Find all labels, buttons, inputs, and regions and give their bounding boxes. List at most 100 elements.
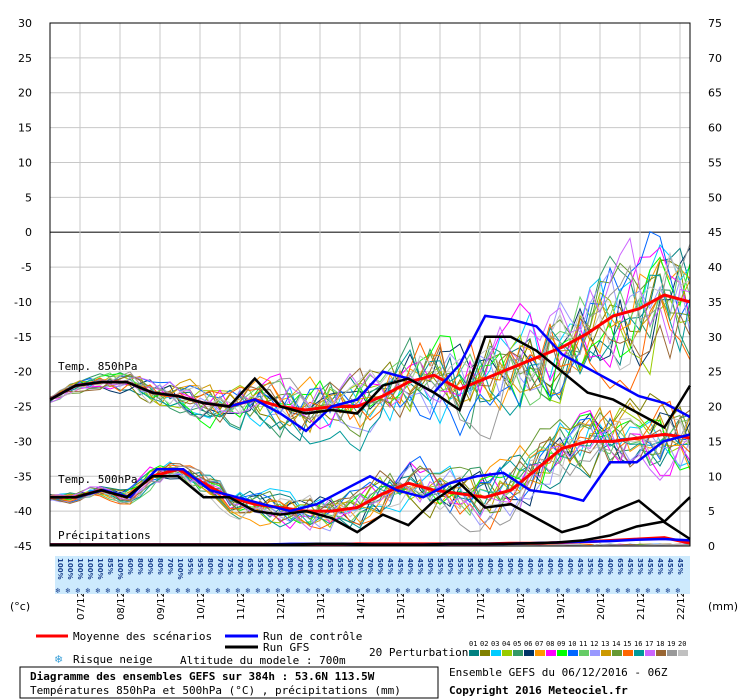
snowflake-glyph: ❄ (145, 587, 151, 595)
y-tick-left: 5 (25, 191, 32, 204)
snowflake-glyph: ❄ (425, 587, 431, 595)
snow-risk-value: 70% (216, 558, 224, 575)
y-tick-right: 35 (708, 296, 722, 309)
y-tick-right: 75 (708, 17, 722, 30)
snow-risk-value: 80% (156, 558, 164, 575)
legend-label-mean: Moyenne des scénarios (73, 630, 212, 643)
x-tick-label: 15/12 (396, 591, 407, 620)
snowflake-glyph: ❄ (375, 587, 381, 595)
y-tick-right: 55 (708, 156, 722, 169)
snowflake-glyph: ❄ (55, 587, 61, 595)
snowflake-glyph: ❄ (515, 587, 521, 595)
y-tick-right: 45 (708, 226, 722, 239)
snow-risk-strip: 100%❄100%❄100%❄100%❄100%❄85%❄100%❄60%❄80… (55, 556, 690, 595)
snow-risk-value: 40% (546, 558, 554, 575)
series-2-t850 (49, 335, 692, 430)
y-tick-right: 60 (708, 122, 722, 135)
y-tick-left: 15 (18, 122, 32, 135)
y-tick-right: 0 (708, 540, 715, 553)
snowflake-glyph: ❄ (355, 587, 361, 595)
x-tick-label: 20/12 (596, 591, 607, 620)
snow-risk-value: 70% (356, 558, 364, 575)
x-tick-label: 10/12 (196, 591, 207, 620)
snowflake-glyph: ❄ (395, 587, 401, 595)
y-tick-left: -40 (14, 505, 32, 518)
series-1-t500 (50, 433, 691, 513)
x-tick-label: 07/12 (76, 591, 87, 620)
perturbation-swatch (667, 650, 677, 656)
snowflake-glyph: ❄ (165, 587, 171, 595)
y-tick-right: 65 (708, 87, 722, 100)
x-tick-label: 13/12 (316, 591, 327, 620)
y-tick-left: -20 (14, 366, 32, 379)
snow-risk-value: 45% (666, 558, 674, 575)
perturbation-id: 05 (513, 640, 521, 648)
legend-label-control: Run de contrôle (263, 630, 362, 643)
legend: Moyenne des scénarios Run de contrôle Ru… (36, 630, 688, 667)
snow-risk-value: 50% (376, 558, 384, 575)
series-2-t500 (50, 475, 691, 534)
y-tick-left: 20 (18, 87, 32, 100)
snow-risk-value: 75% (226, 558, 234, 575)
snowflake-glyph: ❄ (435, 587, 441, 595)
y-tick-left: -30 (14, 435, 32, 448)
snowflake-glyph: ❄ (575, 587, 581, 595)
snowflake-glyph: ❄ (675, 587, 681, 595)
footer-subtitle: Températures 850hPa et 500hPa (°C) , pré… (30, 684, 401, 697)
snowflake-glyph: ❄ (625, 587, 631, 595)
perturbation-swatch (590, 650, 600, 656)
perturbation-id: 19 (667, 640, 675, 648)
snowflake-glyph: ❄ (175, 587, 181, 595)
y-tick-right: 50 (708, 191, 722, 204)
snowflake-glyph: ❄ (245, 587, 251, 595)
snowflake-glyph: ❄ (95, 587, 101, 595)
snowflake-glyph: ❄ (75, 587, 81, 595)
perturbation-id: 03 (491, 640, 499, 648)
snow-risk-value: 45% (416, 558, 424, 575)
perturbation-id: 14 (612, 640, 620, 648)
y-tick-right: 10 (708, 470, 722, 483)
snow-risk-value: 70% (296, 558, 304, 575)
snow-risk-value: 40% (606, 558, 614, 575)
snowflake-glyph: ❄ (345, 587, 351, 595)
x-tick-label: 11/12 (236, 591, 247, 620)
perturbation-17-t850 (49, 237, 691, 414)
snowflake-glyph: ❄ (185, 587, 191, 595)
snowflake-glyph: ❄ (385, 587, 391, 595)
snow-risk-value: 100% (86, 558, 94, 580)
snow-risk-value: 50% (266, 558, 274, 575)
snow-risk-value: 85% (106, 558, 114, 575)
perturbation-swatch (579, 650, 589, 656)
snowflake-glyph: ❄ (545, 587, 551, 595)
perturbation-id: 18 (656, 640, 664, 648)
perturbation-id: 02 (480, 640, 488, 648)
snow-risk-value: 50% (506, 558, 514, 575)
left-unit-label: (°c) (10, 600, 30, 613)
y-tick-left: -15 (14, 331, 32, 344)
snow-risk-value: 100% (176, 558, 184, 580)
y-tick-right: 40 (708, 261, 722, 274)
perturbation-swatch (623, 650, 633, 656)
perturbation-19-t500 (49, 413, 691, 533)
x-tick-label: 16/12 (436, 591, 447, 620)
y-tick-left: -5 (21, 261, 32, 274)
snow-risk-value: 40% (486, 558, 494, 575)
snowflake-glyph: ❄ (325, 587, 331, 595)
y-tick-left: 0 (25, 226, 32, 239)
snowflake-glyph: ❄ (615, 587, 621, 595)
snowflake-glyph: ❄ (105, 587, 111, 595)
snowflake-glyph: ❄ (205, 587, 211, 595)
footer-title: Diagramme des ensembles GEFS sur 384h : … (30, 670, 375, 683)
x-tick-label: 14/12 (356, 591, 367, 620)
snowflake-glyph: ❄ (475, 587, 481, 595)
snowflake-glyph: ❄ (315, 587, 321, 595)
y-tick-right: 30 (708, 331, 722, 344)
snowflake-glyph: ❄ (65, 587, 71, 595)
y-tick-right: 70 (708, 52, 722, 65)
snowflake-glyph: ❄ (275, 587, 281, 595)
snow-risk-value: 40% (516, 558, 524, 575)
snowflake-glyph: ❄ (645, 587, 651, 595)
y-tick-left: -35 (14, 470, 32, 483)
snowflake-glyph: ❄ (415, 587, 421, 595)
snow-risk-value: 70% (366, 558, 374, 575)
